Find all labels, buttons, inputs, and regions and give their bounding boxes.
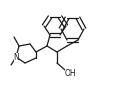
Text: OH: OH: [64, 69, 76, 78]
Text: N: N: [14, 53, 19, 62]
